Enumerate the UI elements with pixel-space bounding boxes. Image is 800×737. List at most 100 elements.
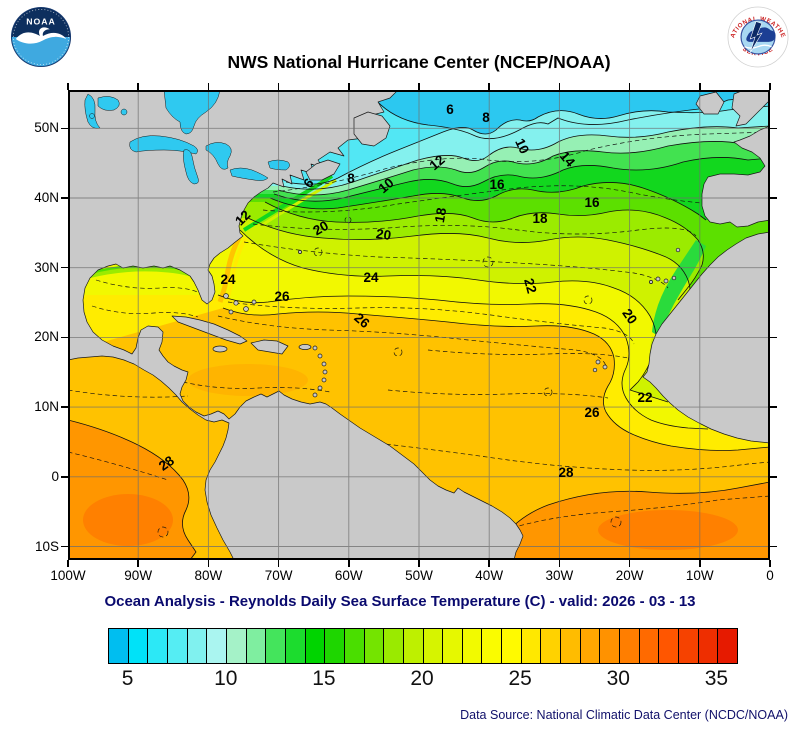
isotherm-label: 28 — [558, 465, 574, 480]
colorbar-segment — [679, 629, 699, 663]
colorbar-segment — [423, 629, 444, 663]
isotherm-label: 6 — [446, 102, 454, 117]
x-axis-label: 10W — [685, 568, 714, 583]
colorbar-segment — [541, 629, 562, 663]
axis-tick — [488, 560, 490, 567]
axis-tick — [770, 127, 777, 130]
axis-tick — [769, 83, 771, 90]
axis-tick — [628, 83, 631, 90]
colorbar-segment — [384, 629, 404, 663]
colorbar-segment — [167, 629, 188, 663]
axis-tick — [61, 545, 68, 548]
y-axis-label: 0 — [51, 468, 59, 484]
x-axis-label: 90W — [124, 568, 153, 583]
colorbar-segment — [718, 629, 737, 663]
isotherm-label: 22 — [637, 390, 652, 405]
lake-michigan — [183, 149, 199, 185]
lake-huron — [205, 142, 232, 170]
axis-tick — [770, 266, 777, 269]
colorbar-segment — [403, 629, 424, 663]
axis-tick — [770, 545, 777, 548]
axis-tick — [348, 83, 350, 90]
colorbar-segment — [128, 629, 149, 663]
y-axis-label: 50N — [34, 120, 59, 136]
axis-tick — [770, 336, 777, 339]
x-axis-label: 50W — [405, 568, 433, 583]
intermediate-isotherm-lines — [68, 131, 770, 538]
axis-tick — [418, 83, 420, 90]
latlon-grid — [68, 90, 770, 560]
x-axis-label: 100W — [50, 568, 86, 583]
y-axis-label: 20N — [34, 329, 59, 345]
axis-tick — [67, 560, 69, 567]
isotherm-label: 22 — [521, 277, 539, 295]
americas-landmass — [68, 90, 524, 560]
jamaica — [212, 345, 228, 353]
colorbar-segment — [482, 629, 503, 663]
colorbar-tick-label: 30 — [606, 667, 630, 690]
lakes — [84, 90, 290, 185]
axis-tick — [67, 83, 69, 90]
x-axis-label: 40W — [475, 568, 504, 583]
axis-tick — [61, 406, 68, 408]
colorbar-segment — [207, 629, 227, 663]
chart-caption: Ocean Analysis - Reynolds Daily Sea Surf… — [104, 593, 696, 610]
isotherm-label: 10 — [512, 136, 532, 156]
colorbar-segment — [620, 629, 640, 663]
colorbar-segment — [148, 629, 168, 663]
axis-tick — [770, 197, 777, 199]
colorbar-segment — [246, 629, 267, 663]
nova-scotia — [305, 159, 341, 181]
isotherm-label: 26 — [584, 405, 600, 420]
northern-lakes — [97, 96, 120, 111]
noaa-logo-sea — [11, 37, 71, 67]
axis-tick — [488, 83, 490, 90]
isotherm-label: 18 — [432, 206, 449, 224]
isotherm-lines — [68, 90, 770, 560]
colorbar-segment — [580, 629, 601, 663]
axis-tick — [628, 560, 631, 567]
axis-tick — [277, 560, 280, 567]
temperature-colorbar — [108, 628, 738, 664]
x-axis-label: 70W — [264, 568, 293, 583]
colorbar-segment — [325, 629, 345, 663]
isotherm-label: 26 — [274, 289, 290, 304]
noaa-seagull-icon — [15, 27, 67, 44]
noaa-ring-text — [13, 9, 69, 65]
lake-erie — [229, 167, 269, 181]
isotherm-label: 16 — [489, 177, 505, 192]
colorbar-segment — [266, 629, 286, 663]
france-iberia — [701, 125, 770, 228]
lake-superior — [129, 135, 198, 155]
colorbar-tick-label: 10 — [214, 667, 238, 690]
colorbar-tick-label: 20 — [410, 667, 434, 690]
isotherm-label: 12 — [427, 152, 448, 173]
isotherm-label: 16 — [584, 195, 600, 210]
colorbar-segment — [305, 629, 326, 663]
isotherm-label: 10 — [376, 175, 397, 196]
axis-tick — [348, 560, 350, 567]
nws-wave-icon — [744, 44, 772, 49]
axis-tick — [61, 127, 68, 130]
noaa-logo-icon: NOAA — [10, 6, 72, 68]
isotherm-label: 24 — [220, 272, 236, 287]
noaa-logo-sky — [11, 7, 71, 37]
axis-tick — [558, 560, 561, 567]
axis-tick — [769, 560, 771, 567]
hudson-bay — [163, 90, 221, 135]
axis-tick — [770, 406, 777, 408]
y-axis-label: 30N — [34, 259, 59, 275]
bermuda — [298, 250, 302, 254]
axis-tick — [699, 83, 701, 90]
axis-tick — [61, 476, 68, 478]
axis-tick — [61, 336, 68, 339]
colorbar-segment — [109, 629, 129, 663]
colorbar-segment — [639, 629, 660, 663]
colorbar-segment — [659, 629, 680, 663]
colorbar-segment — [187, 629, 208, 663]
colorbar-tick-label: 25 — [508, 667, 532, 690]
noaa-logo-text: NOAA — [26, 16, 56, 26]
axis-tick — [207, 83, 210, 90]
